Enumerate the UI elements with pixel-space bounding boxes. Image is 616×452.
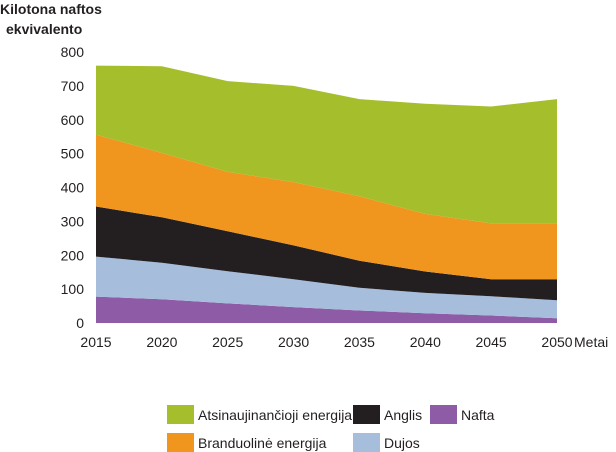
y-tick-label: 400	[61, 180, 85, 196]
legend-swatch-anglis	[353, 405, 380, 424]
x-tick-label: 2015	[80, 334, 111, 350]
x-tick-label: 2035	[344, 334, 375, 350]
y-tick-label: 100	[61, 281, 85, 297]
y-tick-label: 800	[61, 44, 85, 60]
x-tick-label: 2045	[476, 334, 507, 350]
y-tick-label: 300	[61, 213, 85, 229]
x-tick-label: 2040	[410, 334, 441, 350]
y-axis-title-line-2: ekvivalento	[6, 21, 82, 37]
y-tick-label: 0	[76, 315, 84, 331]
y-axis-ticks: 0 100 200 300 400 500 600 700 800	[61, 44, 85, 331]
legend-item-nafta: Nafta	[430, 405, 495, 424]
x-axis-title: Metai	[574, 334, 608, 350]
area-dujos	[96, 256, 557, 319]
legend-label-nafta: Nafta	[461, 407, 495, 423]
y-tick-label: 600	[61, 112, 85, 128]
area-anglis	[96, 206, 557, 301]
legend-label-branduoline-energija: Branduolinė energija	[198, 435, 327, 451]
area-nafta	[96, 296, 557, 323]
y-tick-label: 700	[61, 78, 85, 94]
legend-swatch-dujos	[353, 433, 380, 452]
y-tick-label: 200	[61, 247, 85, 263]
legend-item-dujos: Dujos	[353, 433, 420, 452]
area-branduoline-energija	[96, 134, 557, 280]
legend-label-anglis: Anglis	[384, 407, 422, 423]
x-tick-label: 2020	[146, 334, 177, 350]
legend-item-branduoline-energija: Branduolinė energija	[167, 433, 327, 452]
legend-item-atsinaujinancioji-energija: Atsinaujinančioji energija	[167, 405, 352, 424]
x-tick-label: 2025	[212, 334, 243, 350]
y-axis-title-line-1: Kilotona naftos	[0, 1, 102, 17]
x-tick-label: 2030	[278, 334, 309, 350]
area-series-group	[96, 65, 557, 323]
legend-swatch-branduoline-energija	[167, 433, 194, 452]
legend-swatch-nafta	[430, 405, 457, 424]
legend-label-atsinaujinancioji-energija: Atsinaujinančioji energija	[198, 407, 352, 423]
legend: Atsinaujinančioji energija Anglis Nafta Bra…	[167, 405, 495, 452]
legend-item-anglis: Anglis	[353, 405, 422, 424]
area-atsinaujinancioji-energija	[96, 65, 557, 224]
x-axis-ticks: 2015 2020 2025 2030 2035 2040 2045 2050	[80, 334, 572, 350]
y-tick-label: 500	[61, 146, 85, 162]
x-tick-label: 2050	[541, 334, 572, 350]
legend-label-dujos: Dujos	[384, 435, 420, 451]
legend-swatch-atsinaujinancioji-energija	[167, 405, 194, 424]
